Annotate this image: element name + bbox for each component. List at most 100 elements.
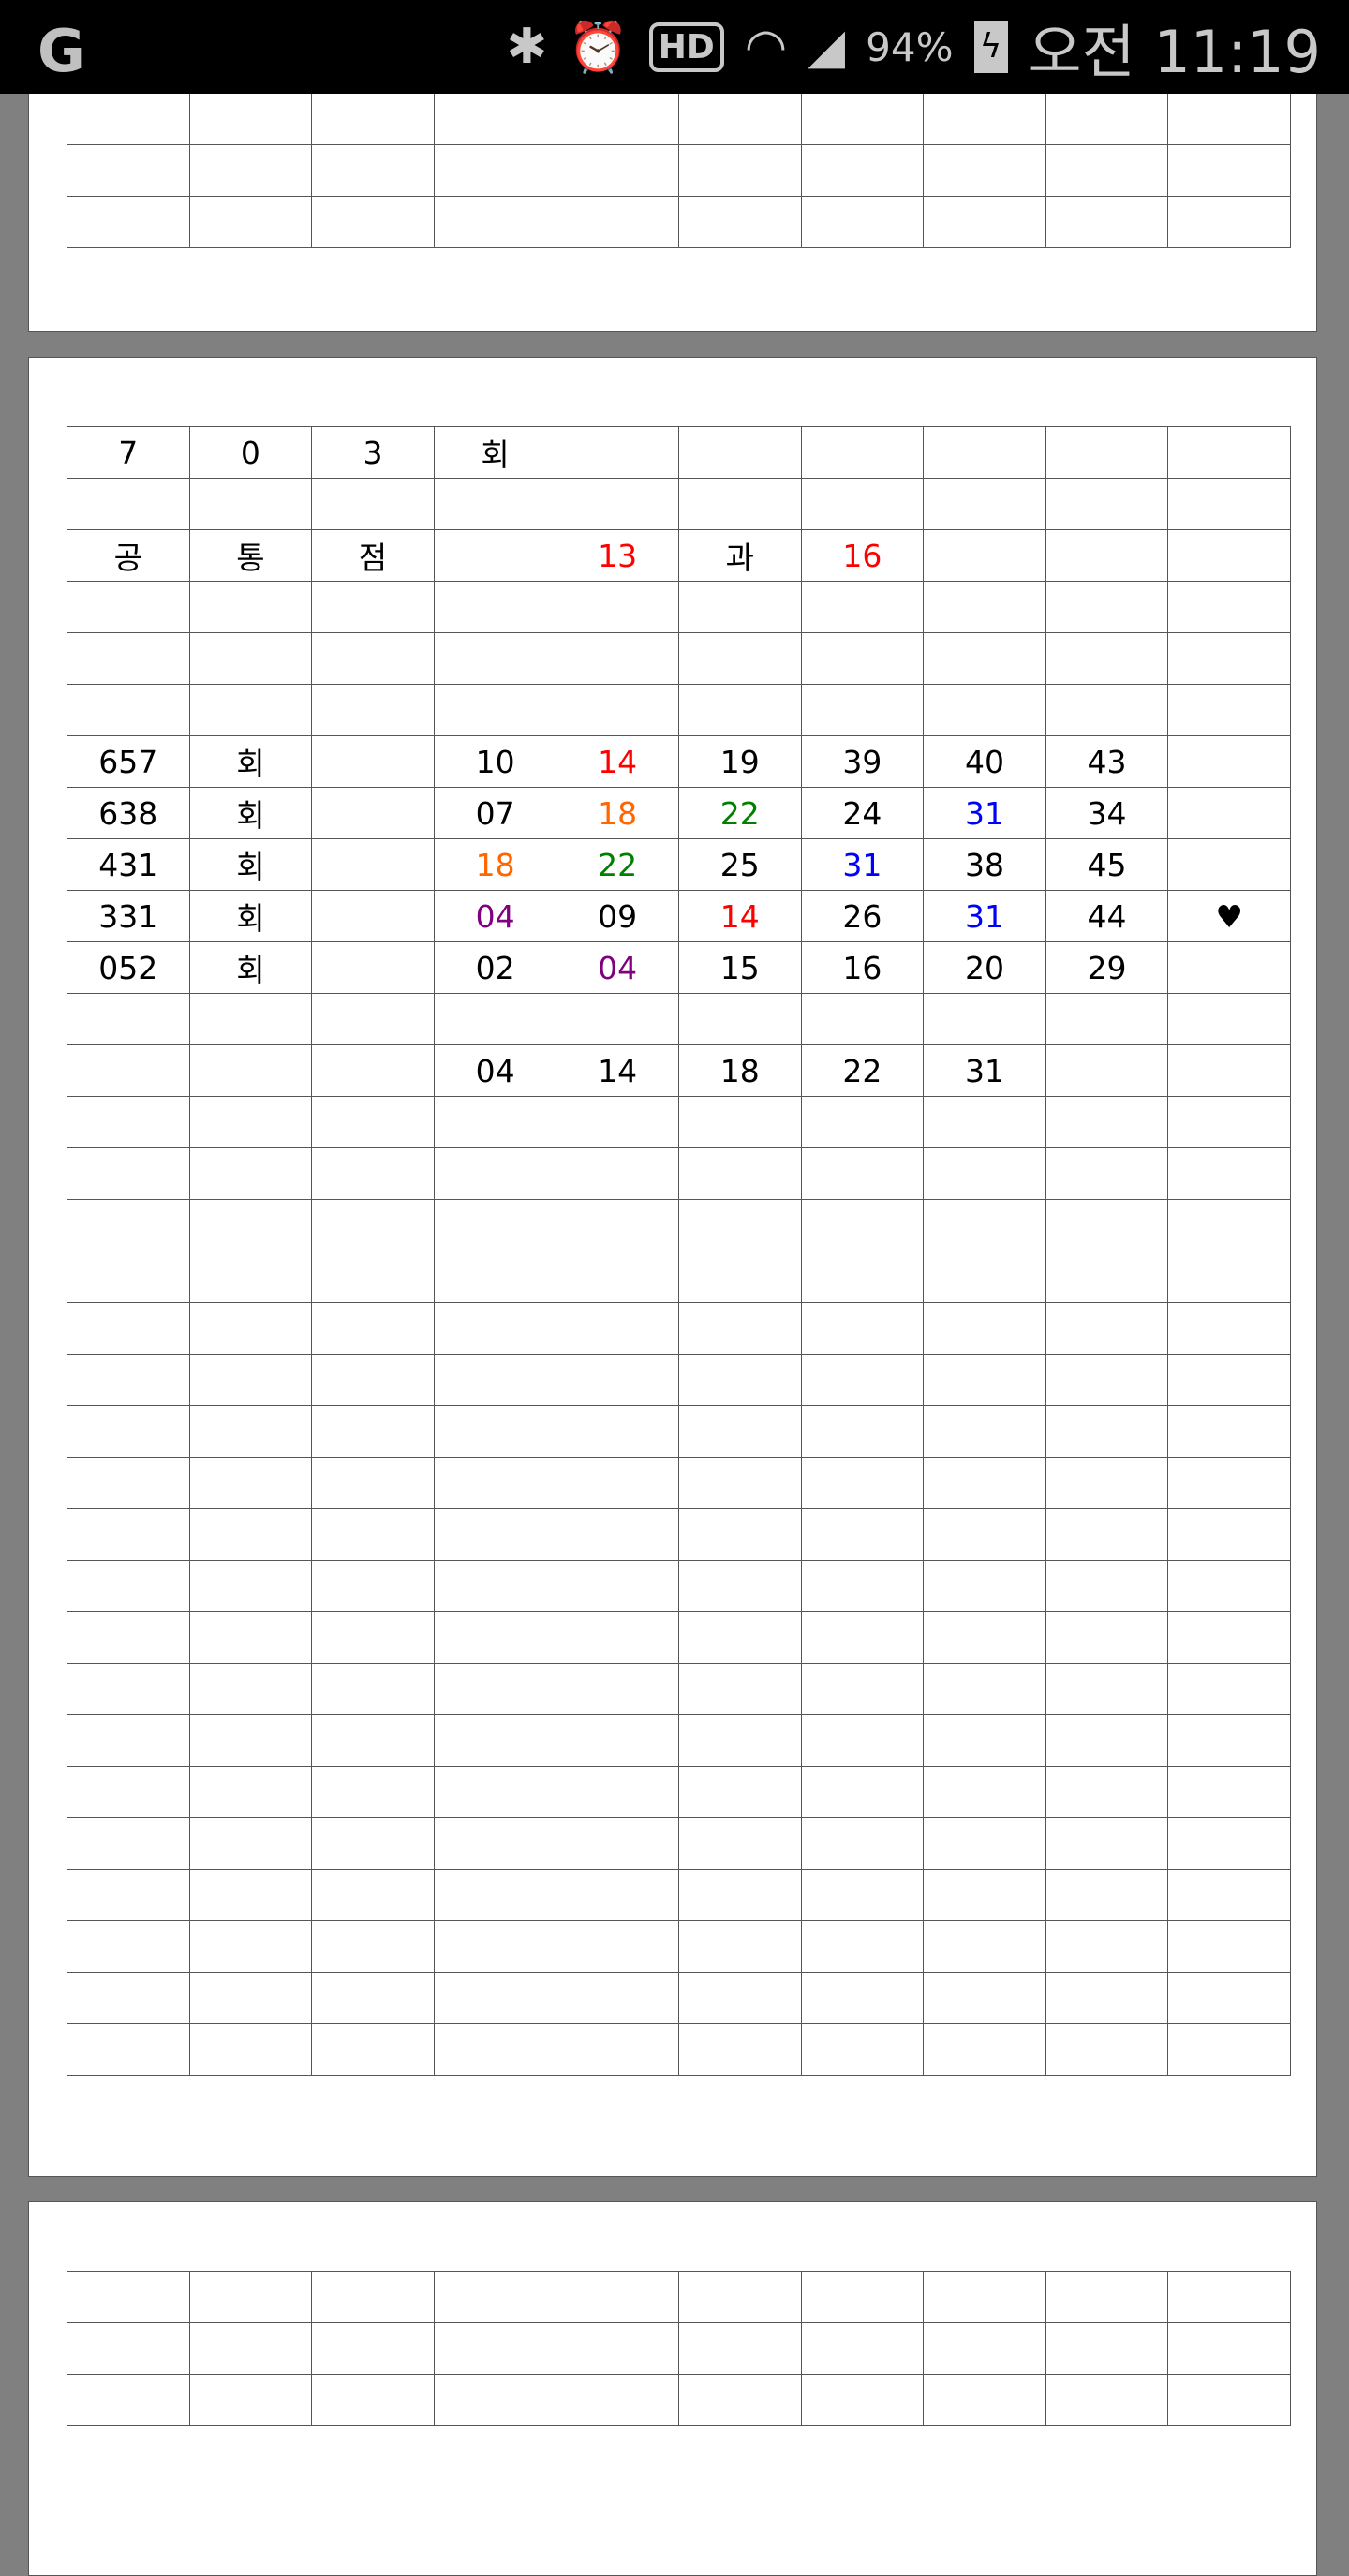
table-cell xyxy=(1167,735,1291,788)
table-cell xyxy=(1167,838,1291,891)
table-cell xyxy=(1167,144,1291,197)
table-cell xyxy=(923,1766,1046,1818)
table-cell xyxy=(188,1972,313,2024)
wifi-icon: ◠ xyxy=(744,19,788,75)
table-cell xyxy=(1167,1199,1291,1251)
table-cell xyxy=(1045,1354,1169,1406)
table-cell xyxy=(923,1096,1046,1148)
table-cell xyxy=(67,1302,190,1355)
table-cell xyxy=(1167,2322,1291,2375)
table-cell xyxy=(188,1147,313,1200)
table-cell xyxy=(311,1508,435,1561)
table-cell xyxy=(188,581,313,633)
table-cell xyxy=(1167,1766,1291,1818)
table-cell xyxy=(67,632,190,685)
table-cell xyxy=(1167,581,1291,633)
table-cell xyxy=(1045,1405,1169,1458)
table-cell xyxy=(1045,581,1169,633)
table-cell xyxy=(188,1508,313,1561)
table-cell xyxy=(1167,1714,1291,1767)
table-cell xyxy=(311,2023,435,2076)
table-cell xyxy=(1045,196,1169,248)
table-cell xyxy=(67,144,190,197)
table-cell xyxy=(67,1869,190,1921)
table-cell xyxy=(923,93,1046,145)
page-card-next xyxy=(28,2201,1317,2576)
table-row xyxy=(67,1199,1291,1251)
table-cell xyxy=(923,1147,1046,1200)
table-cell xyxy=(677,1302,802,1355)
table-cell xyxy=(923,1199,1046,1251)
grid-table-703: 7 0 3 회 공 통 점 13 과 16 657 회 10 14 19 39 40 43 638 회 07 18 22 24… xyxy=(67,426,1291,2076)
table-cell xyxy=(433,2023,557,2076)
table-cell: 26 xyxy=(800,890,925,942)
table-cell xyxy=(188,196,313,248)
table-cell xyxy=(556,684,679,736)
table-cell xyxy=(923,144,1046,197)
table-cell xyxy=(67,1714,190,1767)
table-cell xyxy=(677,478,802,530)
table-cell: 회 xyxy=(188,890,313,942)
table-cell xyxy=(188,1766,313,1818)
table-cell xyxy=(433,1714,557,1767)
grid-table-next xyxy=(67,2271,1291,2426)
table-cell: 7 xyxy=(67,426,190,479)
table-cell xyxy=(1167,787,1291,839)
table-cell xyxy=(67,1972,190,2024)
table-cell xyxy=(433,144,557,197)
table-cell xyxy=(311,2271,435,2323)
table-cell xyxy=(311,581,435,633)
table-cell xyxy=(556,1302,679,1355)
table-cell xyxy=(1167,1972,1291,2024)
table-cell: 15 xyxy=(677,941,802,994)
table-cell xyxy=(923,2023,1046,2076)
table-cell xyxy=(923,1560,1046,1612)
table-cell: 20 xyxy=(923,941,1046,994)
table-cell xyxy=(188,2271,313,2323)
table-cell xyxy=(1167,1147,1291,1200)
table-cell: 38 xyxy=(923,838,1046,891)
table-cell: 과 xyxy=(677,529,802,582)
table-cell xyxy=(433,1457,557,1509)
table-cell xyxy=(800,1199,925,1251)
g-logo-icon: G xyxy=(37,17,85,85)
table-cell xyxy=(311,1714,435,1767)
table-cell xyxy=(677,1817,802,1870)
table-cell xyxy=(311,838,435,891)
signal-icon: ◢ xyxy=(808,19,846,75)
clock: 오전 11:19 xyxy=(1028,18,1321,86)
table-cell xyxy=(188,1096,313,1148)
table-cell xyxy=(800,1457,925,1509)
table-cell xyxy=(556,93,679,145)
table-cell xyxy=(188,1920,313,1973)
table-cell xyxy=(556,1199,679,1251)
table-cell xyxy=(1167,478,1291,530)
table-row xyxy=(67,1147,1291,1200)
table-cell xyxy=(1045,1508,1169,1561)
table-cell xyxy=(1045,1560,1169,1612)
table-cell: 29 xyxy=(1045,941,1169,994)
table-cell xyxy=(800,2374,925,2426)
table-cell xyxy=(311,993,435,1045)
table-cell xyxy=(67,1508,190,1561)
table-cell xyxy=(677,426,802,479)
table-cell xyxy=(433,2322,557,2375)
table-cell xyxy=(67,1199,190,1251)
table-row: 052 회 02 04 15 16 20 29 xyxy=(67,941,1291,994)
table-cell xyxy=(67,1044,190,1097)
highlighted-cell: 14 xyxy=(556,735,679,788)
table-cell xyxy=(433,478,557,530)
table-cell xyxy=(188,1663,313,1715)
table-cell xyxy=(800,2023,925,2076)
table-cell xyxy=(800,1302,925,1355)
table-cell xyxy=(800,1405,925,1458)
table-cell xyxy=(433,1354,557,1406)
table-cell xyxy=(800,1560,925,1612)
table-cell xyxy=(556,1869,679,1921)
highlighted-cell: 22 xyxy=(556,838,679,891)
table-cell xyxy=(677,1560,802,1612)
table-cell xyxy=(677,1611,802,1664)
table-cell xyxy=(67,196,190,248)
table-cell xyxy=(433,529,557,582)
table-cell xyxy=(677,144,802,197)
